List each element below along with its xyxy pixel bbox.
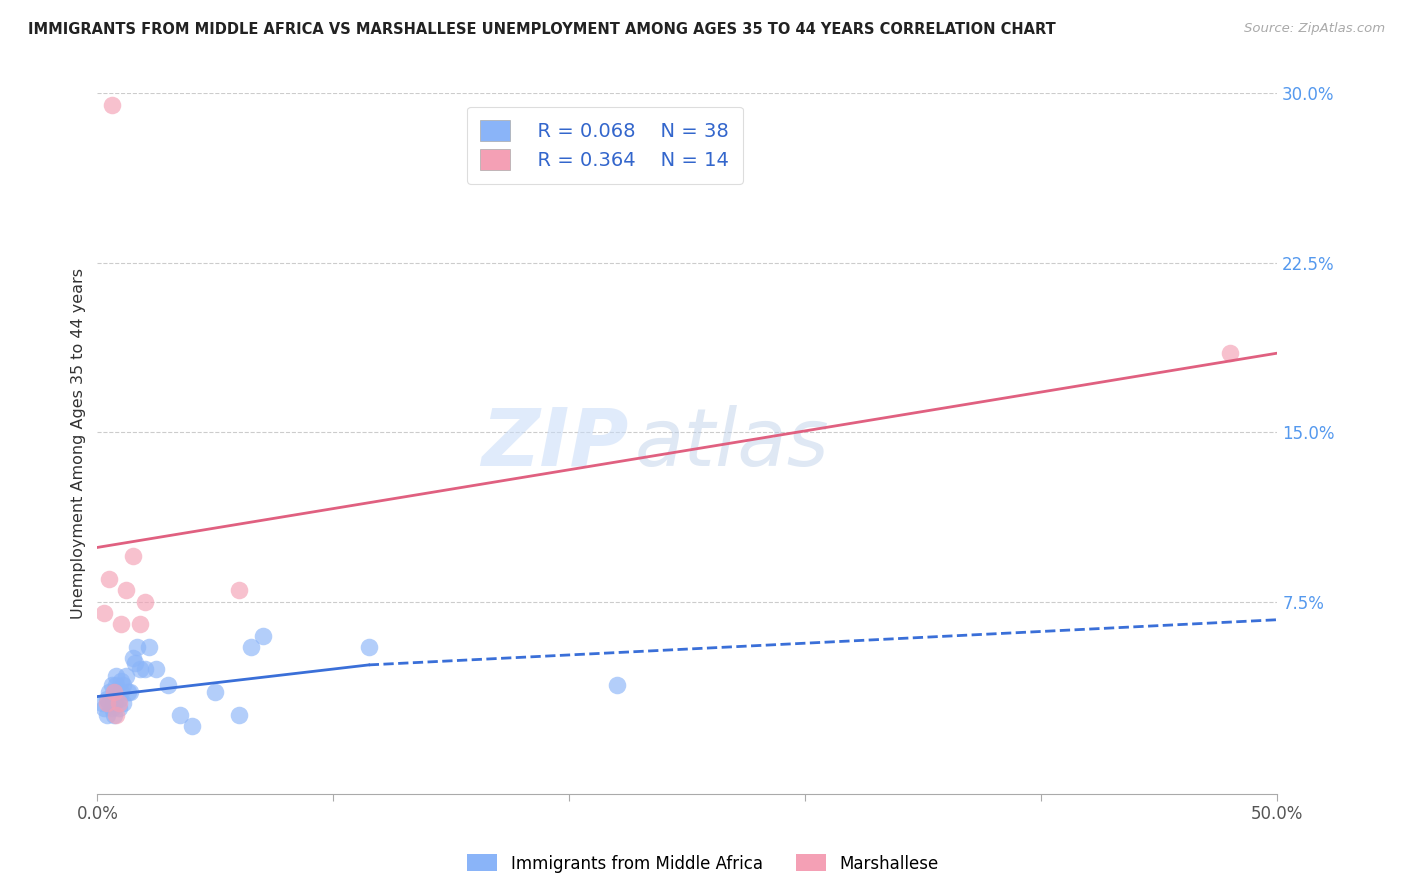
Point xyxy=(239,640,262,654)
Text: ZIP: ZIP xyxy=(481,404,628,483)
Point xyxy=(120,685,142,699)
Point xyxy=(96,696,118,710)
Text: Source: ZipAtlas.com: Source: ZipAtlas.com xyxy=(1244,22,1385,36)
Point xyxy=(357,640,380,654)
Point xyxy=(110,673,132,688)
Point xyxy=(127,640,149,654)
Point xyxy=(180,719,202,733)
Point xyxy=(93,606,115,620)
Point xyxy=(105,678,128,692)
Point xyxy=(204,685,226,699)
Point xyxy=(1219,346,1241,360)
Point xyxy=(114,583,136,598)
Point xyxy=(128,662,150,676)
Point xyxy=(112,696,135,710)
Point xyxy=(96,691,118,706)
Point xyxy=(98,572,121,586)
Point xyxy=(121,549,143,564)
Point xyxy=(138,640,160,654)
Point xyxy=(91,696,114,710)
Point xyxy=(100,97,122,112)
Point xyxy=(134,662,156,676)
Point xyxy=(124,656,146,670)
Point xyxy=(117,685,139,699)
Legend: Immigrants from Middle Africa, Marshallese: Immigrants from Middle Africa, Marshalle… xyxy=(461,847,945,880)
Point xyxy=(169,707,191,722)
Point xyxy=(228,583,250,598)
Point xyxy=(98,696,121,710)
Point xyxy=(121,651,143,665)
Point xyxy=(93,701,115,715)
Point xyxy=(228,707,250,722)
Point xyxy=(98,685,121,699)
Point xyxy=(100,678,122,692)
Point xyxy=(145,662,167,676)
Point xyxy=(112,678,135,692)
Point xyxy=(157,678,180,692)
Point xyxy=(114,669,136,683)
Point xyxy=(103,685,125,699)
Point xyxy=(103,685,125,699)
Point xyxy=(110,685,132,699)
Point xyxy=(605,678,627,692)
Point xyxy=(107,701,129,715)
Text: IMMIGRANTS FROM MIDDLE AFRICA VS MARSHALLESE UNEMPLOYMENT AMONG AGES 35 TO 44 YE: IMMIGRANTS FROM MIDDLE AFRICA VS MARSHAL… xyxy=(28,22,1056,37)
Point xyxy=(103,707,125,722)
Point xyxy=(107,696,129,710)
Point xyxy=(128,617,150,632)
Y-axis label: Unemployment Among Ages 35 to 44 years: Unemployment Among Ages 35 to 44 years xyxy=(72,268,86,619)
Point xyxy=(107,691,129,706)
Point xyxy=(96,707,118,722)
Point xyxy=(105,669,128,683)
Point xyxy=(103,696,125,710)
Text: atlas: atlas xyxy=(634,404,830,483)
Point xyxy=(134,594,156,608)
Legend:   R = 0.068    N = 38,   R = 0.364    N = 14: R = 0.068 N = 38, R = 0.364 N = 14 xyxy=(467,106,742,184)
Point xyxy=(100,701,122,715)
Point xyxy=(105,707,128,722)
Point xyxy=(252,628,274,642)
Point xyxy=(110,617,132,632)
